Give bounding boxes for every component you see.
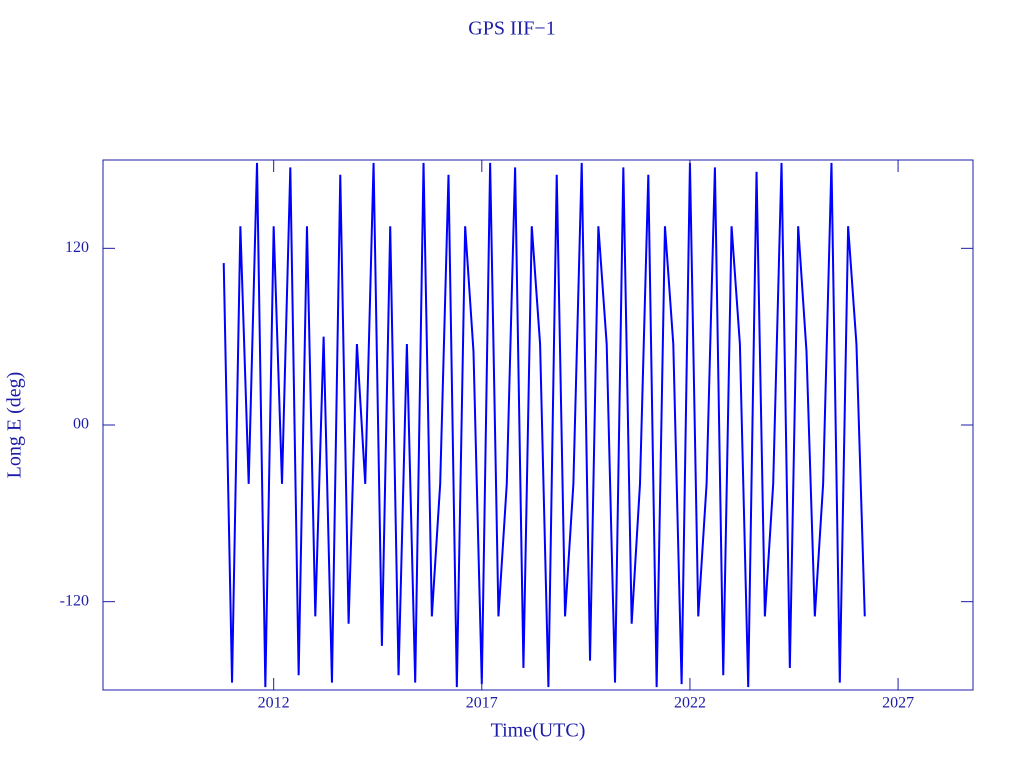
- y-tick-label: 00: [73, 416, 89, 433]
- y-tick-label: 120: [65, 239, 89, 256]
- x-tick-label: 2027: [882, 695, 914, 712]
- x-tick-label: 2017: [466, 695, 498, 712]
- chart-title: GPS IIF−1: [468, 18, 555, 40]
- y-tick-label: -120: [60, 592, 89, 609]
- data-line: [222, 162, 866, 688]
- y-axis-label: Long E (deg): [4, 372, 26, 479]
- x-tick-label: 2012: [258, 695, 290, 712]
- x-axis-label: Time(UTC): [491, 720, 586, 742]
- x-tick-label: 2022: [674, 695, 706, 712]
